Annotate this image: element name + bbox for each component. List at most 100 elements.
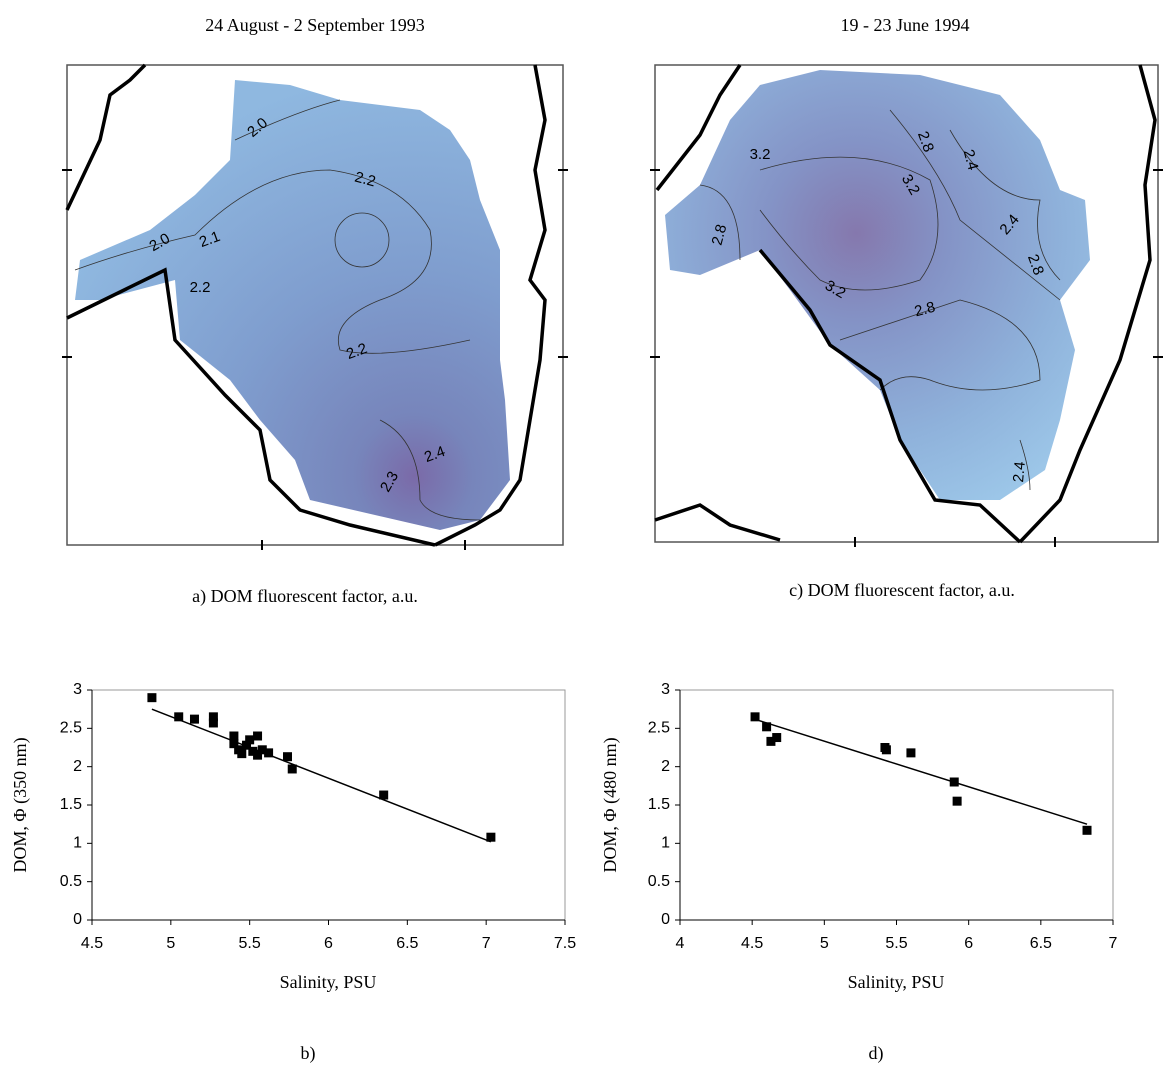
- coastline: [65, 63, 147, 211]
- data-point: [208, 712, 218, 722]
- map-a: 24 August - 2 September 1993 2.0 2.2 2.0…: [62, 15, 568, 607]
- map-caption: a) DOM fluorescent factor, a.u.: [192, 586, 418, 607]
- data-point: [229, 731, 239, 741]
- data-point: [949, 777, 959, 787]
- x-tick-label: 7: [482, 935, 491, 952]
- data-point: [881, 745, 891, 755]
- y-tick-label: 3: [661, 681, 670, 698]
- x-tick-label: 4: [676, 935, 685, 952]
- map-frame: [654, 64, 1159, 543]
- coastline: [655, 64, 742, 192]
- x-tick-label: 5: [166, 935, 175, 952]
- data-point: [750, 712, 760, 722]
- x-tick-label: 4.5: [81, 935, 103, 952]
- x-axis-label: Salinity, PSU: [848, 972, 945, 992]
- x-tick-label: 6: [324, 935, 333, 952]
- panel-label: b): [301, 1043, 316, 1064]
- data-point: [257, 745, 267, 755]
- y-tick-label: 1: [661, 835, 670, 852]
- contour-label: 2.4: [960, 148, 982, 173]
- contour-label: 2.4: [422, 443, 447, 466]
- x-tick-label: 6.5: [396, 935, 418, 952]
- contour-label: 2.8: [709, 223, 731, 248]
- data-point: [189, 714, 199, 724]
- y-tick-label: 0: [73, 911, 82, 928]
- x-tick-label: 5: [820, 935, 829, 952]
- data-point: [248, 746, 258, 756]
- y-tick-label: 2.5: [60, 720, 82, 737]
- coastline: [758, 248, 1022, 544]
- contours: [699, 109, 1061, 491]
- x-tick-label: 7.5: [554, 935, 576, 952]
- data-point: [208, 718, 218, 728]
- data-point: [772, 733, 782, 743]
- y-tick-label: 2: [661, 758, 670, 775]
- data-point: [245, 735, 255, 745]
- x-tick-label: 6: [964, 935, 973, 952]
- map-c: 19 - 23 June 1994 3.2 2.8 2.4 3.2 2.8 2.…: [650, 15, 1163, 601]
- contour-label: 2.8: [913, 299, 938, 321]
- x-tick-label: 5.5: [239, 935, 261, 952]
- y-tick-label: 3: [73, 681, 82, 698]
- data-point: [237, 749, 247, 759]
- contour-label: 2.8: [1024, 252, 1047, 277]
- map-title: 19 - 23 June 1994: [841, 15, 970, 35]
- data-point: [229, 739, 239, 749]
- map-ticks: [62, 169, 568, 550]
- contour-label: 2.1: [197, 228, 222, 251]
- map-ticks: [650, 169, 1163, 547]
- coastline: [66, 267, 436, 547]
- data-point: [906, 748, 916, 758]
- data-point: [766, 736, 776, 746]
- map-field: [665, 70, 1090, 500]
- x-tick-label: 5.5: [885, 935, 907, 952]
- map-field: [75, 80, 510, 530]
- y-tick-label: 2: [73, 758, 82, 775]
- y-tick-label: 1: [73, 835, 82, 852]
- x-axis-label: Salinity, PSU: [280, 972, 377, 992]
- map-title: 24 August - 2 September 1993: [205, 15, 424, 35]
- contour-label: 2.4: [1010, 461, 1029, 483]
- data-point: [762, 722, 772, 732]
- contour-label: 3.2: [750, 146, 771, 163]
- plot-frame: [679, 689, 1114, 921]
- data-point: [147, 693, 157, 703]
- contour-label: 2.8: [914, 129, 937, 154]
- data-point: [952, 796, 962, 806]
- x-tick-label: 6.5: [1030, 935, 1052, 952]
- x-tick-label: 7: [1109, 935, 1118, 952]
- y-tick-label: 0.5: [648, 873, 670, 890]
- data-point: [1082, 825, 1092, 835]
- data-point: [287, 764, 297, 774]
- y-tick-label: 1.5: [648, 796, 670, 813]
- data-point: [253, 731, 263, 741]
- coastline: [654, 503, 781, 542]
- data-point: [486, 832, 496, 842]
- y-axis-label: DOM, Φ (480 nm): [600, 737, 621, 872]
- data-point: [253, 750, 263, 760]
- trend-line: [151, 708, 492, 843]
- data-point: [242, 740, 252, 750]
- coastline: [434, 64, 547, 547]
- data-point: [174, 712, 184, 722]
- panel-label: d): [869, 1043, 884, 1064]
- data-point: [379, 790, 389, 800]
- map-caption: c) DOM fluorescent factor, a.u.: [789, 580, 1015, 601]
- plot-frame: [91, 689, 566, 921]
- y-tick-label: 2.5: [648, 720, 670, 737]
- contour-label: 2.2: [344, 340, 369, 363]
- contours: [74, 99, 481, 521]
- contour-label: 2.2: [190, 279, 211, 296]
- data-point: [283, 752, 293, 762]
- y-axis-label: DOM, Φ (350 nm): [10, 737, 31, 872]
- trend-line: [759, 719, 1088, 825]
- coastline: [1018, 64, 1157, 544]
- y-tick-label: 1.5: [60, 796, 82, 813]
- contour-label: 2.2: [353, 169, 378, 191]
- y-tick-label: 0: [661, 911, 670, 928]
- y-tick-label: 0.5: [60, 873, 82, 890]
- x-tick-label: 4.5: [741, 935, 763, 952]
- data-point: [264, 748, 274, 758]
- map-frame: [66, 64, 564, 546]
